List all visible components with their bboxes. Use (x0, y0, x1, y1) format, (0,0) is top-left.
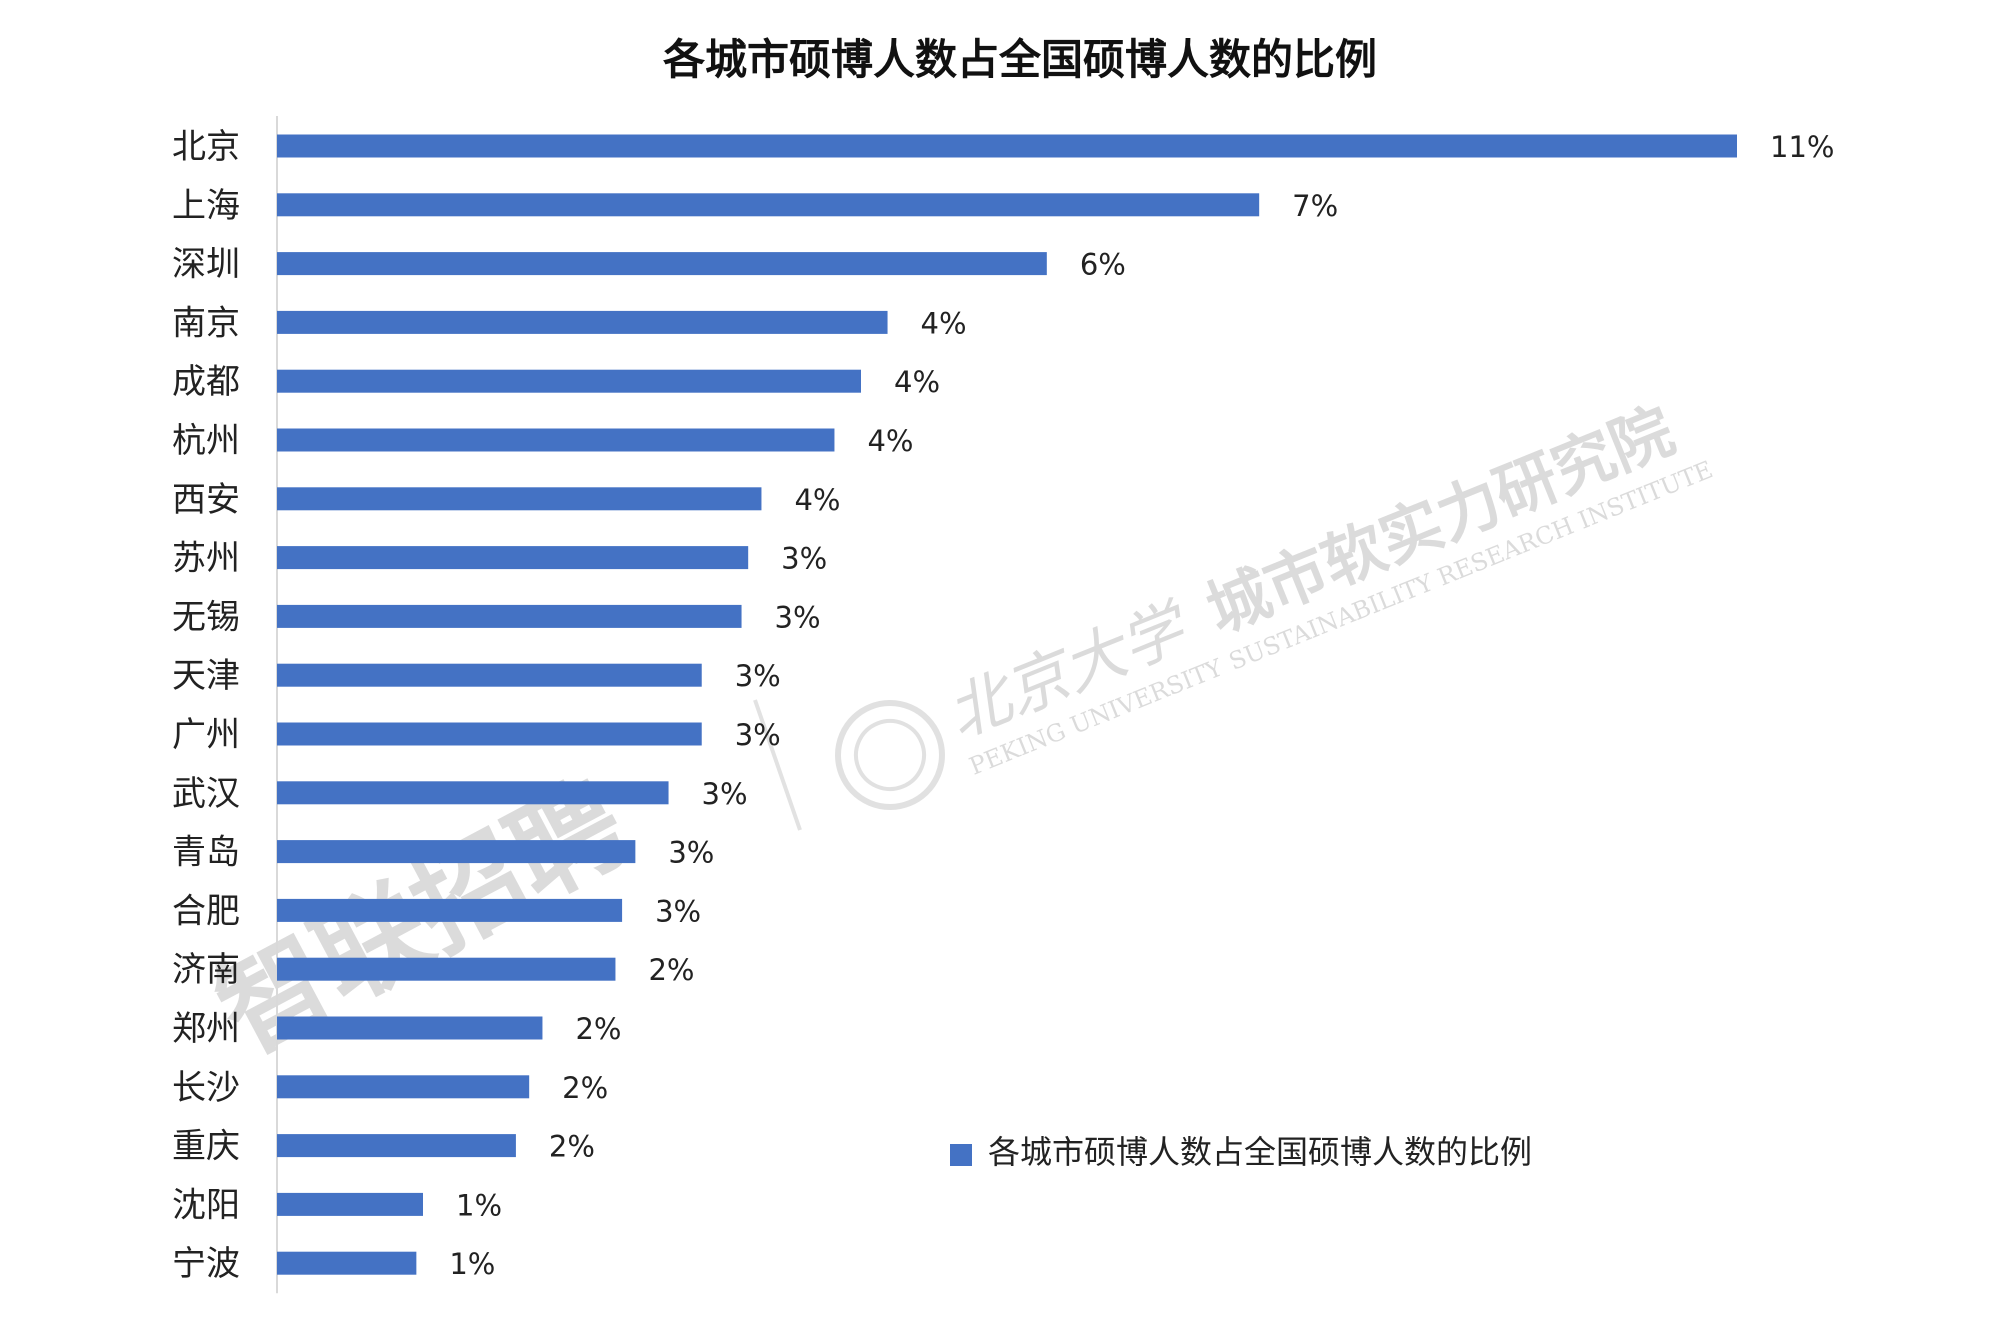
legend: 各城市硕博人数占全国硕博人数的比例 (950, 1133, 1532, 1171)
data-label: 4% (921, 306, 967, 340)
data-label: 11% (1770, 130, 1834, 164)
legend-label: 各城市硕博人数占全国硕博人数的比例 (988, 1133, 1532, 1171)
category-label: 上海 (172, 186, 240, 226)
data-label: 1% (449, 1247, 495, 1281)
pku-seal-icon (835, 700, 945, 810)
data-label: 4% (867, 424, 913, 458)
category-label: 天津 (172, 656, 240, 696)
bar (277, 193, 1260, 217)
chart-title: 各城市硕博人数占全国硕博人数的比例 (663, 35, 1377, 84)
data-label: 1% (456, 1188, 502, 1222)
bar (277, 1134, 516, 1158)
category-label: 重庆 (172, 1127, 240, 1167)
bar (277, 781, 669, 805)
data-label: 2% (562, 1071, 608, 1105)
category-label: 南京 (172, 303, 240, 343)
bar (277, 663, 702, 687)
bar (277, 1251, 417, 1275)
category-label: 杭州 (172, 421, 240, 461)
category-label: 深圳 (172, 245, 240, 285)
category-label: 北京 (172, 127, 240, 167)
bar (277, 369, 861, 393)
category-label: 成都 (172, 362, 240, 402)
data-label: 3% (668, 836, 714, 870)
data-label: 4% (894, 365, 940, 399)
bar (277, 898, 623, 922)
watermark-divider (753, 699, 802, 831)
bar (277, 722, 702, 746)
data-label: 3% (735, 718, 781, 752)
category-label: 西安 (172, 480, 240, 520)
data-label: 6% (1080, 248, 1126, 282)
category-label: 宁波 (172, 1244, 240, 1284)
data-label: 7% (1292, 189, 1338, 223)
bar (277, 310, 888, 334)
data-label: 3% (781, 542, 827, 576)
data-label: 3% (655, 894, 701, 928)
data-label: 3% (735, 659, 781, 693)
category-label: 郑州 (172, 1009, 240, 1049)
data-label: 2% (575, 1012, 621, 1046)
bar (277, 1075, 530, 1099)
data-label: 3% (702, 777, 748, 811)
bar (277, 604, 742, 628)
bar (277, 487, 762, 511)
bar (277, 428, 835, 452)
bar (277, 134, 1737, 158)
category-label: 无锡 (172, 597, 240, 637)
plot-area: 北京 11% 上海 7% 深圳 6% 南京 4% 成都 4% 杭州 4% 西安 4% 苏州 3% 无锡 3% 天津 3… (172, 116, 1834, 1294)
data-label: 2% (549, 1130, 595, 1164)
data-label: 2% (648, 953, 694, 987)
category-label: 合肥 (172, 891, 240, 931)
category-label: 长沙 (172, 1068, 240, 1108)
data-label: 3% (775, 600, 821, 634)
data-label: 4% (794, 483, 840, 517)
bar (277, 546, 749, 570)
bar (277, 252, 1047, 276)
bar (277, 957, 616, 981)
category-label: 苏州 (172, 539, 240, 579)
category-label: 沈阳 (172, 1185, 240, 1225)
category-label: 广州 (172, 715, 240, 755)
category-label: 青岛 (172, 833, 240, 873)
legend-swatch (950, 1144, 972, 1166)
bar (277, 1016, 543, 1040)
bar (277, 1192, 423, 1216)
category-label: 济南 (172, 950, 240, 990)
bar (277, 840, 636, 864)
category-label: 武汉 (172, 774, 240, 814)
